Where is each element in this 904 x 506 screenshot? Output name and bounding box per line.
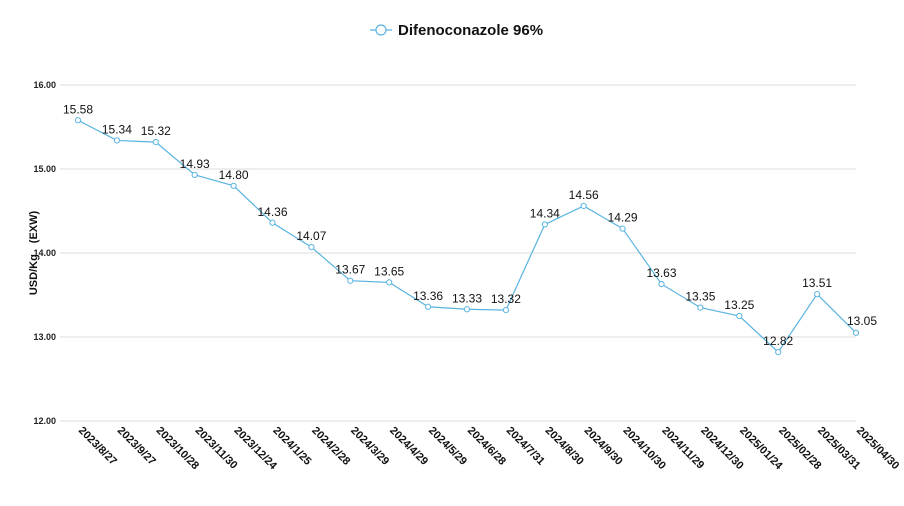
data-label: 15.34	[102, 122, 132, 136]
data-label: 13.65	[374, 264, 404, 278]
data-label: 13.35	[685, 290, 715, 304]
data-label: 13.67	[335, 263, 365, 277]
data-point	[152, 139, 159, 146]
data-point	[619, 225, 626, 232]
x-tick-label: 2024/7/31	[504, 425, 547, 468]
data-point	[814, 291, 821, 298]
data-label: 14.29	[608, 211, 638, 225]
data-point	[347, 277, 354, 284]
data-point	[502, 307, 509, 314]
series-line-group: 15.58 15.34 15.32 14.93 14.80 14.36 14.07 13.67…	[63, 102, 877, 356]
data-point	[425, 303, 432, 310]
data-point	[386, 279, 393, 286]
legend-entry: Difenoconazole 96%	[398, 22, 543, 39]
data-label: 14.34	[530, 206, 560, 220]
data-label: 14.80	[219, 168, 249, 182]
data-label: 14.93	[180, 157, 210, 171]
data-point	[463, 306, 471, 313]
data-label: 13.51	[802, 276, 832, 290]
grid-lines	[60, 84, 856, 422]
x-tick-label: 2023/9/27	[115, 425, 158, 468]
data-label: 13.36	[413, 289, 443, 303]
data-point	[580, 202, 587, 210]
y-tick-label: 12.00	[33, 416, 56, 426]
data-label: 15.58	[63, 102, 93, 116]
data-label: 14.36	[257, 205, 287, 219]
data-point	[308, 244, 315, 251]
data-label: 14.07	[296, 229, 326, 243]
legend-marker	[375, 24, 387, 36]
data-point	[113, 137, 121, 144]
y-tick-label: 16.00	[33, 80, 56, 90]
data-label: 13.25	[724, 298, 754, 312]
y-tick-label: 14.00	[33, 248, 56, 258]
x-tick-label: 2024/4/29	[387, 425, 430, 468]
y-tick-label: 13.00	[33, 332, 56, 342]
x-axis-ticks: 2023/8/272023/9/272023/10/282023/11/3020…	[76, 425, 901, 473]
x-tick-label: 2024/8/30	[543, 425, 586, 468]
data-point	[852, 329, 860, 336]
y-axis-label: USD/Kg (EXW)	[28, 211, 40, 296]
x-tick-label: 2023/8/27	[76, 425, 119, 468]
data-label: 13.05	[847, 314, 877, 328]
data-label: 13.33	[452, 291, 482, 305]
y-tick-label: 15.00	[33, 164, 56, 174]
x-tick-label: 2024/3/29	[348, 425, 391, 468]
data-point	[658, 280, 665, 288]
data-point	[736, 312, 743, 320]
data-point	[541, 221, 548, 228]
data-label: 15.32	[141, 124, 171, 138]
data-point	[191, 171, 198, 178]
data-point	[230, 182, 237, 189]
legend: Difenoconazole 96%	[370, 22, 543, 39]
data-label: 13.32	[491, 292, 521, 306]
x-tick-label: 2024/6/28	[465, 425, 508, 468]
x-tick-label: 2024/9/30	[582, 425, 625, 468]
data-point	[697, 304, 704, 311]
x-tick-label: 2024/5/29	[426, 425, 469, 468]
data-point	[74, 117, 82, 124]
data-label: 12.82	[763, 334, 793, 348]
data-label: 14.56	[569, 188, 599, 202]
data-point	[775, 349, 782, 356]
data-label: 13.63	[646, 266, 676, 280]
x-tick-label: 2024/2/28	[309, 425, 352, 468]
data-point	[269, 219, 276, 226]
y-axis-ticks: 12.00 13.00 14.00 15.00 16.00	[33, 80, 56, 426]
